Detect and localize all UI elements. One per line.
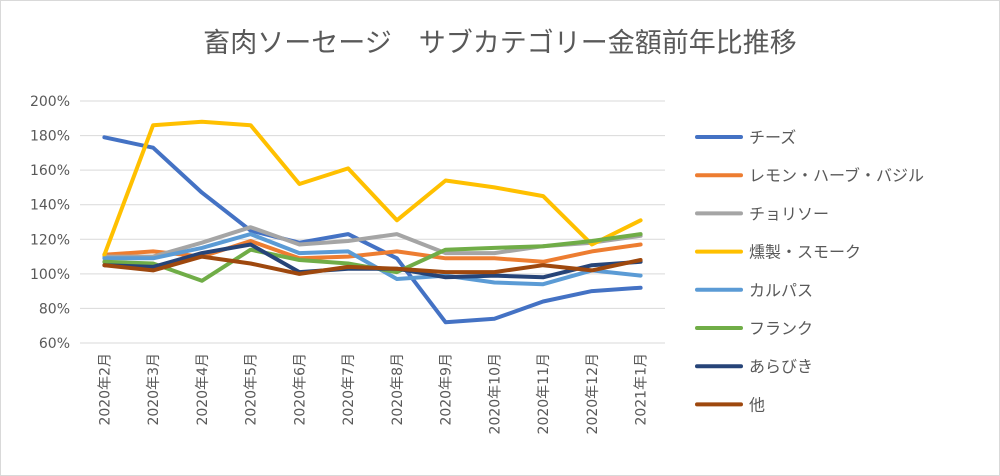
series-line bbox=[102, 232, 643, 287]
x-tick-label: 2020年6月 bbox=[292, 353, 308, 426]
chart-title: 畜肉ソーセージ サブカテゴリー金額前年比推移 bbox=[203, 28, 796, 59]
x-tick-label: 2020年10月 bbox=[487, 353, 503, 434]
y-tick-label: 60% bbox=[39, 336, 70, 352]
series-line bbox=[102, 135, 643, 325]
y-tick-label: 120% bbox=[30, 232, 70, 248]
y-tick-label: 100% bbox=[30, 267, 70, 283]
y-tick-label: 180% bbox=[30, 129, 70, 145]
x-tick-label: 2020年5月 bbox=[244, 353, 260, 426]
series-line bbox=[102, 254, 643, 276]
y-tick-label: 200% bbox=[30, 94, 70, 110]
series-line bbox=[102, 119, 643, 257]
y-tick-label: 140% bbox=[30, 198, 70, 214]
y-axis-ticks: 60% 80% 100% 120% 140% 160% 180% 200% bbox=[30, 94, 70, 352]
x-tick-label: 2020年2月 bbox=[97, 353, 113, 426]
legend-label: チョリソー bbox=[749, 204, 829, 223]
x-tick-label: 2020年7月 bbox=[341, 353, 357, 426]
legend-label: フランク bbox=[749, 319, 813, 338]
x-tick-label: 2021年1月 bbox=[634, 353, 650, 426]
x-tick-label: 2020年12月 bbox=[585, 353, 601, 434]
legend-label: レモン・ハーブ・バジル bbox=[749, 166, 924, 185]
y-tick-label: 80% bbox=[39, 301, 70, 317]
x-tick-label: 2020年9月 bbox=[439, 353, 455, 426]
x-tick-label: 2020年3月 bbox=[146, 353, 162, 426]
legend-label: チーズ bbox=[749, 128, 796, 147]
legend-label: カルパス bbox=[749, 281, 813, 300]
gridlines bbox=[80, 100, 665, 344]
legend-label: 他 bbox=[749, 395, 765, 414]
x-axis-ticks: 2020年2月 2020年3月 2020年4月 2020年5月 2020年6月 2020年… bbox=[97, 353, 649, 434]
x-tick-label: 2020年11月 bbox=[536, 353, 552, 434]
x-tick-label: 2020年4月 bbox=[195, 353, 211, 426]
legend-label: あらびき bbox=[749, 357, 813, 376]
x-tick-label: 2020年8月 bbox=[390, 353, 406, 426]
legend-label: 燻製・スモーク bbox=[749, 243, 861, 262]
series-lines bbox=[102, 119, 643, 325]
y-tick-label: 160% bbox=[30, 163, 70, 179]
